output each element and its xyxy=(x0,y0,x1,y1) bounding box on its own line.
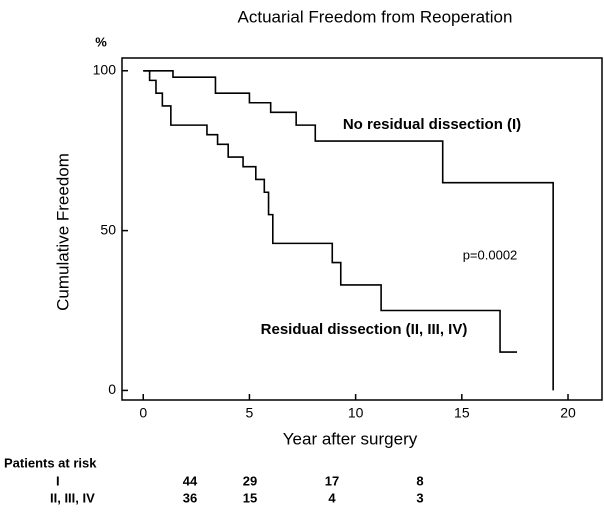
survival-curve xyxy=(143,69,518,353)
p-value: p=0.0002 xyxy=(463,247,518,262)
risk-count: 36 xyxy=(183,490,197,505)
x-tick-label: 10 xyxy=(348,405,364,421)
x-tick-label: 5 xyxy=(246,405,254,421)
risk-count: 29 xyxy=(243,473,257,488)
risk-count: 17 xyxy=(325,473,339,488)
y-unit: % xyxy=(95,34,107,49)
risk-row-label: II, III, IV xyxy=(50,490,95,505)
x-tick-label: 20 xyxy=(560,405,576,421)
y-axis-label: Cumulative Freedom xyxy=(53,153,72,311)
risk-count: 4 xyxy=(328,490,336,505)
y-tick-label: 50 xyxy=(100,221,116,237)
x-axis-label: Year after surgery xyxy=(283,429,418,448)
series-label: No residual dissection (I) xyxy=(343,116,521,133)
survival-curve xyxy=(143,69,554,391)
y-tick-label: 0 xyxy=(108,381,116,397)
risk-count: 44 xyxy=(183,473,198,488)
x-tick-label: 0 xyxy=(139,405,147,421)
risk-count: 15 xyxy=(243,490,257,505)
series-label: Residual dissection (II, III, IV) xyxy=(261,321,468,338)
y-tick-label: 100 xyxy=(93,61,117,77)
risk-row-label: I xyxy=(56,473,60,488)
chart-title: Actuarial Freedom from Reoperation xyxy=(238,7,513,26)
plot-frame xyxy=(121,57,603,401)
risk-count: 8 xyxy=(416,473,423,488)
risk-table-title: Patients at risk xyxy=(4,455,97,470)
x-tick-label: 15 xyxy=(454,405,470,421)
risk-count: 3 xyxy=(416,490,423,505)
